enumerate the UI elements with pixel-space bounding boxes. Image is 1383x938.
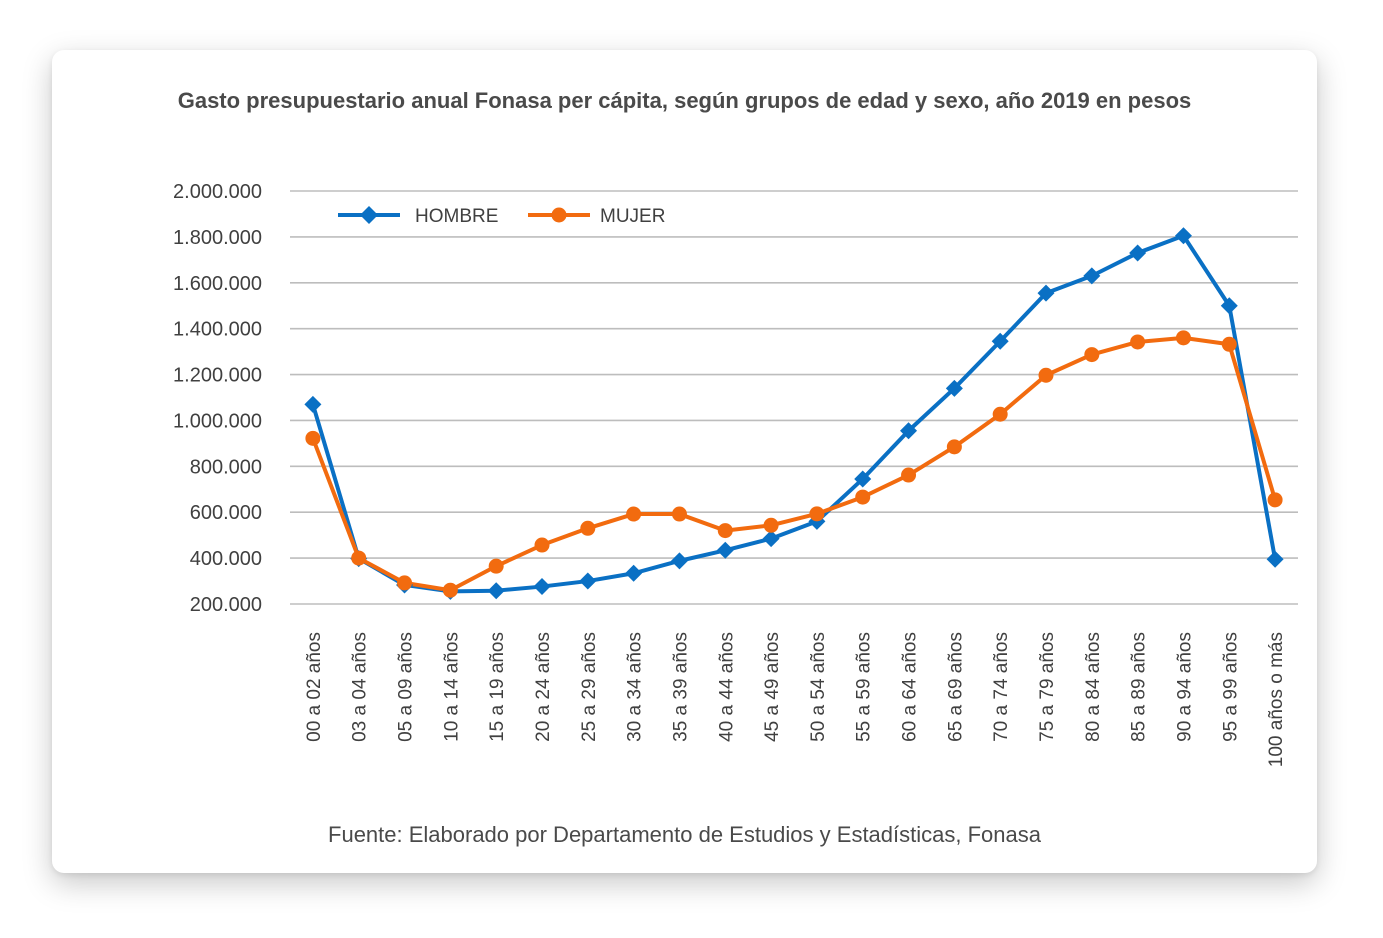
x-tick-label: 30 a 34 años — [625, 632, 646, 742]
legend-marker-hombre — [360, 206, 378, 224]
series-layer — [304, 227, 1284, 600]
chart-title: Gasto presupuestario anual Fonasa per cá… — [177, 88, 1192, 113]
data-point-hombre — [625, 564, 643, 582]
data-point-mujer — [763, 517, 779, 533]
legend-marker-mujer — [551, 207, 567, 223]
data-point-mujer — [809, 506, 825, 522]
data-point-hombre — [1220, 297, 1238, 315]
source-note: Fuente: Elaborado por Departamento de Es… — [328, 822, 1041, 847]
x-tick-label: 50 a 54 años — [808, 632, 829, 742]
x-tick-label: 85 a 89 años — [1129, 632, 1150, 742]
x-tick-label: 10 a 14 años — [441, 632, 462, 742]
legend: HOMBRE MUJER — [338, 206, 665, 227]
data-point-hombre — [670, 552, 688, 570]
y-tick-label: 800.000 — [190, 456, 262, 478]
y-tick-label: 1.400.000 — [173, 319, 262, 341]
data-point-mujer — [855, 489, 871, 505]
data-point-hombre — [579, 572, 597, 590]
x-tick-label: 60 a 64 años — [900, 632, 921, 742]
data-point-mujer — [534, 537, 550, 553]
chart-card — [52, 50, 1317, 873]
x-tick-label: 90 a 94 años — [1174, 632, 1195, 742]
x-tick-label: 70 a 74 años — [991, 632, 1012, 742]
y-tick-label: 2.000.000 — [173, 181, 262, 203]
y-tick-label: 1.000.000 — [173, 410, 262, 432]
legend-label-hombre: HOMBRE — [415, 206, 498, 227]
data-point-mujer — [671, 506, 687, 522]
data-point-mujer — [1175, 330, 1191, 346]
data-point-hombre — [716, 541, 734, 559]
y-tick-label: 200.000 — [190, 594, 262, 616]
x-tick-label: 55 a 59 años — [854, 632, 875, 742]
x-tick-label: 25 a 29 años — [579, 632, 600, 742]
x-tick-label: 80 a 84 años — [1083, 632, 1104, 742]
x-tick-label: 75 a 79 años — [1037, 632, 1058, 742]
x-tick-label: 03 a 04 años — [350, 632, 371, 742]
x-tick-label: 95 a 99 años — [1220, 632, 1241, 742]
data-point-hombre — [900, 422, 918, 440]
data-point-mujer — [1267, 492, 1283, 508]
y-tick-label: 1.800.000 — [173, 227, 262, 249]
data-point-hombre — [762, 530, 780, 548]
data-point-hombre — [533, 578, 551, 596]
x-axis-ticks: 00 a 02 años 03 a 04 años 05 a 09 años 10 a… — [304, 632, 1287, 767]
data-point-mujer — [351, 550, 367, 566]
data-point-mujer — [717, 523, 733, 539]
data-point-hombre — [1129, 244, 1147, 262]
data-point-mujer — [946, 439, 962, 455]
data-point-hombre — [1037, 284, 1055, 302]
y-tick-label: 600.000 — [190, 502, 262, 524]
data-point-mujer — [626, 506, 642, 522]
data-point-mujer — [1221, 336, 1237, 352]
data-point-hombre — [854, 470, 872, 488]
gridlines — [290, 190, 1298, 605]
x-tick-label: 40 a 44 años — [716, 632, 737, 742]
data-point-mujer — [1130, 334, 1146, 350]
data-point-mujer — [397, 575, 413, 591]
x-tick-label: 100 años o más — [1266, 632, 1287, 767]
x-tick-label: 00 a 02 años — [304, 632, 325, 742]
x-tick-label: 45 a 49 años — [762, 632, 783, 742]
x-tick-label: 65 a 69 años — [945, 632, 966, 742]
data-point-hombre — [1083, 267, 1101, 285]
x-tick-label: 20 a 24 años — [533, 632, 554, 742]
legend-label-mujer: MUJER — [600, 206, 665, 227]
data-point-mujer — [442, 582, 458, 598]
x-tick-label: 35 a 39 años — [670, 632, 691, 742]
series-line-mujer — [311, 335, 1278, 593]
y-tick-label: 1.200.000 — [173, 365, 262, 387]
data-point-mujer — [488, 558, 504, 574]
data-point-hombre — [1174, 227, 1192, 245]
data-point-hombre — [991, 332, 1009, 350]
data-point-hombre — [487, 582, 505, 600]
y-tick-label: 400.000 — [190, 548, 262, 570]
data-point-hombre — [304, 395, 322, 413]
y-axis-ticks: 200.000 400.000 600.000 800.000 1.000.000 1.2… — [173, 181, 262, 616]
data-point-mujer — [1084, 347, 1100, 363]
data-point-mujer — [305, 430, 321, 446]
data-point-hombre — [1266, 550, 1284, 568]
data-point-mujer — [992, 406, 1008, 422]
y-tick-label: 1.600.000 — [173, 273, 262, 295]
data-point-mujer — [1038, 367, 1054, 383]
x-tick-label: 05 a 09 años — [396, 632, 417, 742]
data-point-hombre — [945, 379, 963, 397]
series-line-hombre — [310, 233, 1278, 594]
data-point-mujer — [901, 467, 917, 483]
data-point-mujer — [580, 520, 596, 536]
x-tick-label: 15 a 19 años — [487, 632, 508, 742]
